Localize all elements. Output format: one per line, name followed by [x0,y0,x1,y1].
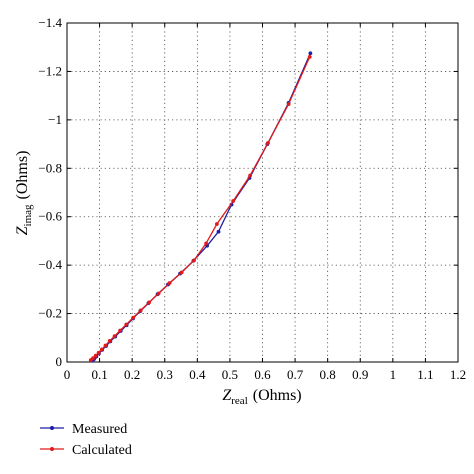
data-point-calculated [231,199,236,203]
data-point-calculated [248,173,253,178]
y-axis-ticks: 0 −0.2 −0.4 −0.6 −0.8 −1 −1.2 −1.4 [38,15,458,369]
data-point-calculated [179,270,184,275]
x-tick-label: 1.1 [417,367,433,382]
y-tick-label: −1.2 [38,63,62,78]
y-tick-label: −1.4 [38,15,62,30]
series-measured [90,51,313,363]
x-axis-label-main: Z [222,387,232,404]
x-tick-label: 0 [64,367,71,382]
data-point-calculated [286,102,291,107]
data-point-measured [308,51,313,56]
data-point-calculated [131,315,136,320]
data-point-calculated [266,140,270,145]
x-tick-label: 1 [390,367,397,382]
x-tick-label: 0.6 [254,367,271,382]
data-point-calculated [91,356,95,361]
y-tick-label: 0 [56,354,63,369]
series [88,51,313,363]
x-tick-label: 0.8 [320,367,336,382]
legend-marker-calculated [50,447,54,451]
x-tick-label: 0.5 [222,367,238,382]
legend-label-calculated: Calculated [72,443,132,458]
y-tick-label: −0.8 [38,160,62,175]
y-tick-label: −0.2 [38,306,62,321]
x-tick-label: 0.4 [189,367,206,382]
x-axis-label-sub: real [231,395,247,407]
series-line-measured [91,53,311,362]
data-point-calculated [124,322,129,327]
series-line-calculated [90,56,311,361]
series-calculated [88,55,312,362]
data-point-calculated [112,334,117,338]
y-axis-label-main: Z [14,225,31,235]
data-point-measured [216,229,221,234]
x-tick-label: 0.9 [352,367,368,382]
x-axis-label-unit: (Ohms) [253,387,302,404]
x-axis-ticks: 0 0.1 0.2 0.3 0.4 0.5 0.6 0.7 0.8 0.9 1 1.1 1.2 [64,23,466,382]
legend-item-calculated: Calculated [40,443,132,458]
y-tick-label: −0.4 [38,257,62,272]
legend-item-measured: Measured [40,422,127,437]
data-point-calculated [118,328,123,333]
x-tick-label: 0.2 [124,367,140,382]
data-point-calculated [204,241,209,246]
x-tick-label: 0.7 [287,367,304,382]
data-point-calculated [96,350,101,355]
x-tick-label: 0.3 [157,367,173,382]
x-tick-label: 0.1 [91,367,107,382]
data-point-calculated [214,222,219,226]
grid [67,23,458,362]
y-axis-label: Zimag (Ohms) [14,151,34,236]
data-point-calculated [192,258,196,263]
y-tick-label: −1 [48,112,62,127]
y-axis-label-unit: (Ohms) [14,151,31,200]
legend: Measured Calculated [40,422,132,458]
data-point-calculated [138,308,143,313]
x-axis-label: Zreal (Ohms) [222,387,301,407]
data-point-calculated [147,300,152,305]
data-point-calculated [99,347,104,352]
data-point-calculated [103,343,108,348]
data-point-calculated [156,291,161,296]
data-point-calculated [167,281,172,285]
data-point-calculated [93,353,98,358]
legend-label-measured: Measured [72,422,127,437]
legend-marker-measured [50,426,54,430]
data-point-calculated [107,339,112,343]
data-point-calculated [307,55,312,59]
y-tick-label: −0.6 [38,209,62,224]
x-tick-label: 1.2 [450,367,466,382]
y-axis-label-sub: imag [22,204,34,226]
